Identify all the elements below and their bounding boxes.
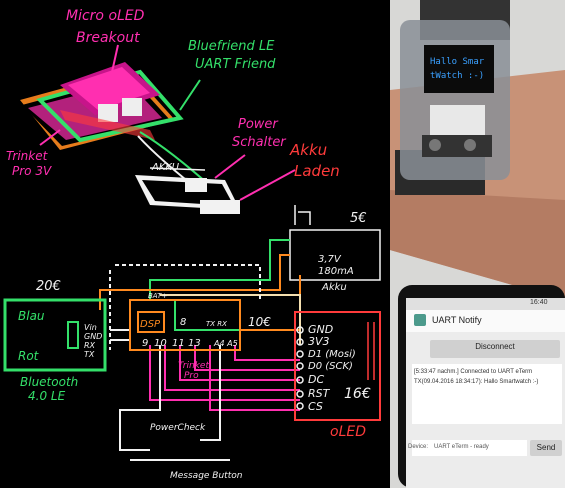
battery-voltage: 3,7V — [318, 254, 342, 265]
pin-cs: CS — [308, 400, 323, 413]
label-oled: oLED — [330, 424, 366, 440]
pin-gnd: GND — [308, 323, 333, 336]
label-pin13: 13 — [188, 338, 201, 349]
label-trinket: Trinket — [6, 149, 49, 163]
oled-pins — [296, 326, 304, 410]
log-line-1: [5:33:47 nachm.] Connected to UART eTerm — [414, 369, 533, 375]
phone-time: 16:40 — [530, 299, 548, 306]
wiring — [99, 239, 301, 461]
label-power: Power — [238, 117, 279, 132]
photo-panel: Hallo Smar tWatch :-) 16:40 UART Notify … — [390, 0, 565, 488]
price-battery: 5€ — [350, 211, 367, 226]
label-micro-oled: Micro oLED — [66, 8, 145, 24]
label-bluetooth: Bluetooth — [20, 375, 78, 389]
price-trinket: 10€ — [248, 315, 271, 329]
trinket-board — [129, 299, 241, 351]
oled-module — [294, 311, 381, 421]
pin-rst: RST — [308, 387, 331, 400]
schematic-sketch: Micro oLED Breakout Bluefriend LE UART F… — [3, 8, 381, 481]
phone-app-title: UART Notify — [432, 315, 482, 325]
label-blau: Blau — [18, 309, 45, 323]
price-oled: 16€ — [344, 386, 371, 402]
watch-line-1: Hallo Smar — [430, 57, 485, 67]
watch-line-2: tWatch :-) — [430, 71, 484, 81]
label-pro-3v: Pro 3V — [12, 164, 52, 178]
pin-d0: D0 (SCK) — [308, 361, 353, 372]
label-dsp: DSP — [140, 319, 161, 330]
label-gnd-ble: GND — [84, 332, 102, 341]
label-trinket-pro-2: Pro — [184, 371, 199, 381]
label-power-check: PowerCheck — [150, 423, 206, 433]
label-tx: TX — [84, 350, 95, 359]
ble-module — [3, 298, 107, 372]
label-txrx: TX RX — [206, 320, 227, 328]
label-pin9: 9 — [142, 338, 148, 349]
pin-dc: DC — [308, 373, 324, 386]
label-message-button: Message Button — [170, 471, 243, 481]
label-vin: Vin — [84, 323, 97, 332]
label-akku-laden-1: Akku — [289, 141, 327, 159]
label-pin8: 8 — [180, 317, 186, 328]
label-bluetooth-le: 4.0 LE — [28, 389, 66, 403]
label-schalter: Schalter — [232, 135, 287, 150]
device-illustration — [20, 44, 296, 214]
label-trinket-pro-1: Trinket — [178, 361, 209, 371]
pin-d1: D1 (Mosi) — [308, 349, 356, 360]
photo-scene: Hallo Smar tWatch :-) — [390, 0, 565, 488]
label-bluefriend: Bluefriend LE — [188, 39, 275, 54]
label-pin-a4: A4 A5 — [213, 339, 238, 348]
send-button[interactable]: Send — [536, 443, 556, 452]
label-uart-friend: UART Friend — [195, 57, 276, 72]
battery-label: Akku — [321, 282, 347, 293]
label-akku-laden-2: Laden — [294, 162, 340, 180]
label-breakout: Breakout — [76, 30, 140, 46]
label-rx: RX — [84, 341, 96, 350]
battery-capacity: 180mA — [318, 266, 354, 277]
label-rot: Rot — [18, 349, 40, 363]
label-pin10: 10 — [154, 338, 167, 349]
label-akku-small: AKKU — [151, 162, 180, 173]
log-line-2: TX(09.04.2016 18:34:17): Hallo Smartwatc… — [414, 379, 539, 385]
pin-3v3: 3V3 — [308, 335, 330, 348]
status-label: Device: — [408, 444, 429, 450]
status-value: UART eTerm - ready — [434, 444, 489, 450]
disconnect-button[interactable]: Disconnect — [475, 342, 515, 351]
label-pin11: 11 — [172, 338, 185, 349]
label-bat: BAT+ — [148, 292, 167, 300]
price-ble: 20€ — [36, 279, 61, 294]
